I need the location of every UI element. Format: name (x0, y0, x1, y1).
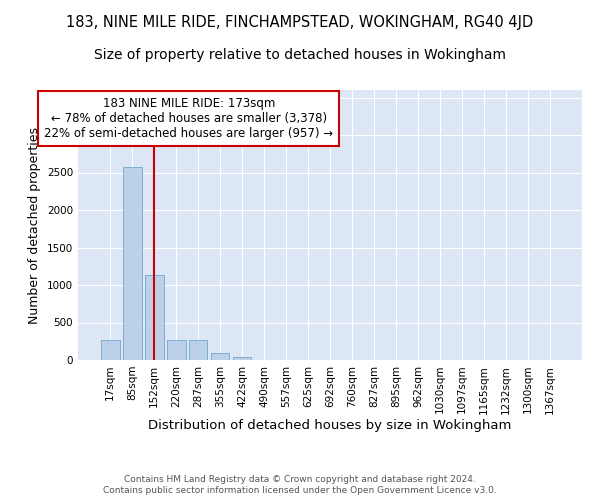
Text: Contains public sector information licensed under the Open Government Licence v3: Contains public sector information licen… (103, 486, 497, 495)
Bar (101, 340, 119, 360)
Bar (123, 166, 142, 360)
Y-axis label: Number of detached properties: Number of detached properties (28, 126, 41, 324)
Bar (145, 275, 164, 360)
Bar (211, 353, 229, 360)
Bar (233, 357, 251, 360)
Bar (189, 340, 208, 360)
Text: 183, NINE MILE RIDE, FINCHAMPSTEAD, WOKINGHAM, RG40 4JD: 183, NINE MILE RIDE, FINCHAMPSTEAD, WOKI… (67, 15, 533, 30)
X-axis label: Distribution of detached houses by size in Wokingham: Distribution of detached houses by size … (148, 419, 512, 432)
Text: Contains HM Land Registry data © Crown copyright and database right 2024.: Contains HM Land Registry data © Crown c… (124, 475, 476, 484)
Text: Size of property relative to detached houses in Wokingham: Size of property relative to detached ho… (94, 48, 506, 62)
Text: 183 NINE MILE RIDE: 173sqm
← 78% of detached houses are smaller (3,378)
22% of s: 183 NINE MILE RIDE: 173sqm ← 78% of deta… (44, 97, 334, 140)
Bar (167, 340, 185, 360)
